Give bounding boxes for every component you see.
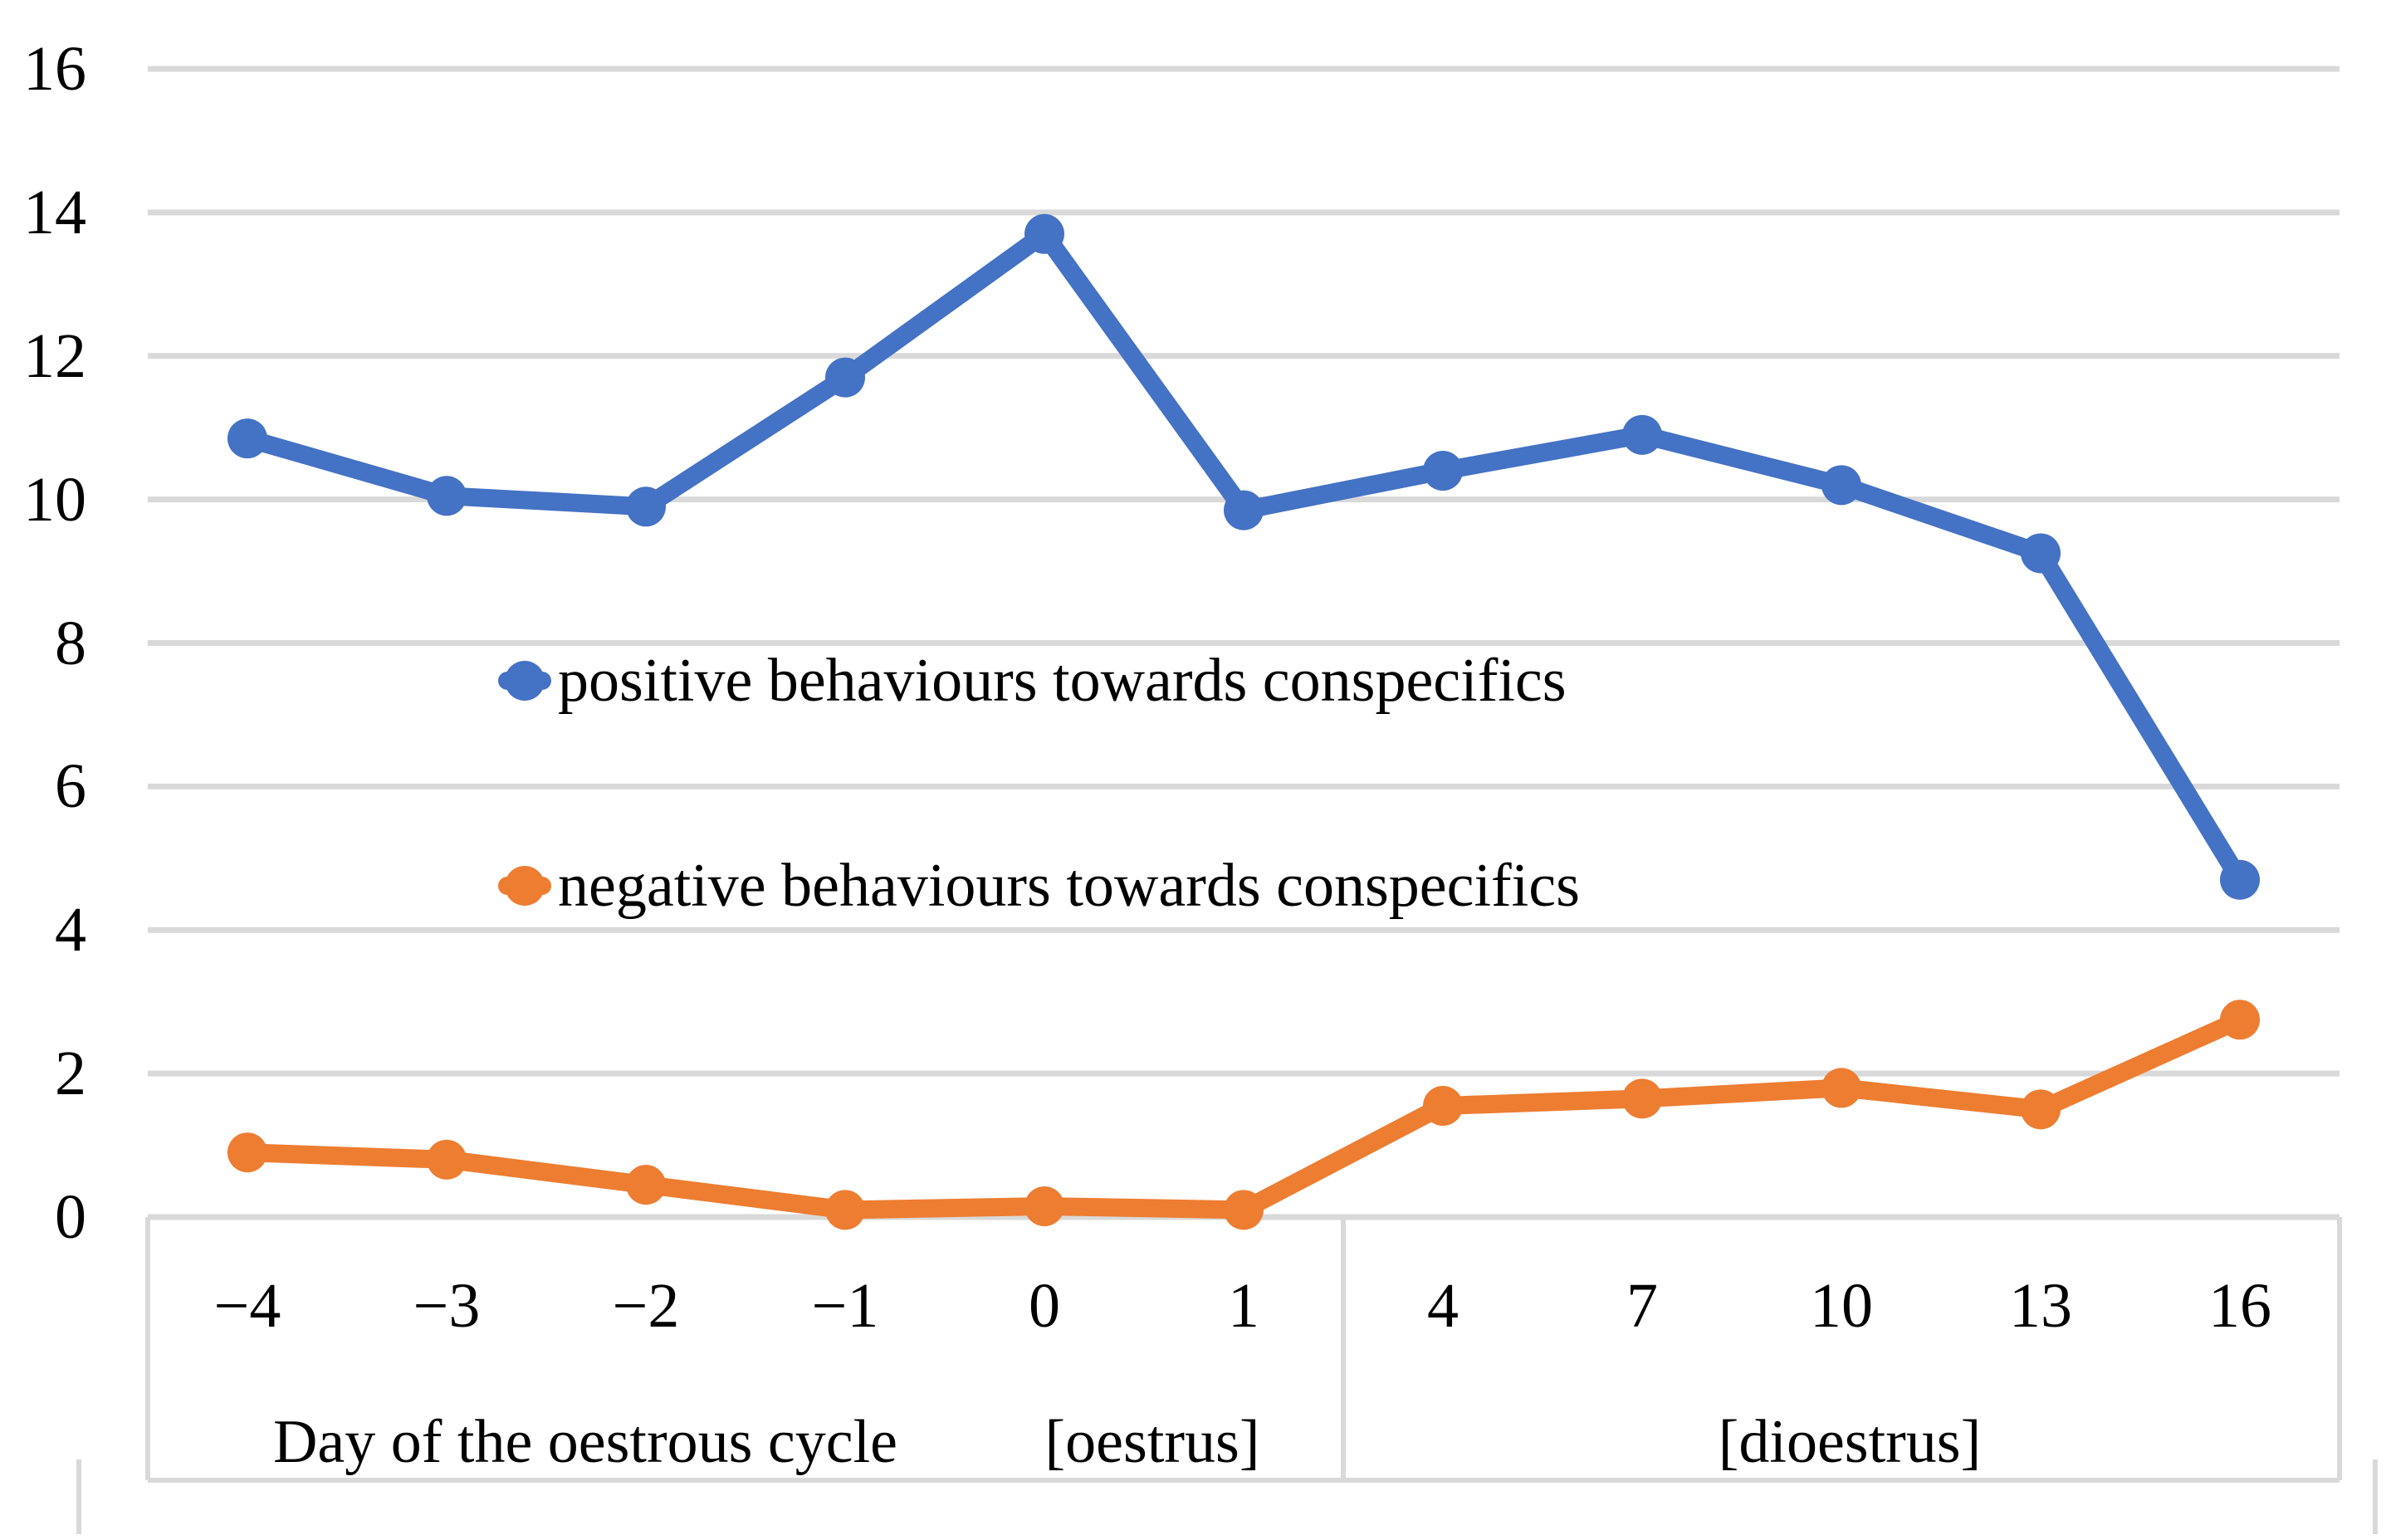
data-point-positive-10 [1821,465,1861,506]
y-tick-label-12: 12 [23,320,86,391]
data-point-negative-−2 [626,1165,666,1205]
legend-label-positive: positive behaviours towards conspecifics [558,647,1567,715]
y-tick-label-4: 4 [55,895,86,966]
x-section-label-oestrus: [oestrus] [1044,1408,1260,1476]
data-point-positive-−2 [626,486,666,527]
data-point-negative-4 [1423,1086,1463,1127]
legend-dot-positive [505,661,545,701]
data-point-negative-1 [1224,1190,1264,1230]
data-point-negative-−4 [227,1132,267,1173]
legend-item-negative: negative behaviours towards conspecifics [498,844,1580,927]
y-tick-label-10: 10 [23,464,86,535]
y-tick-label-2: 2 [55,1039,86,1109]
data-point-positive-13 [2021,533,2061,574]
x-section-label-dioestrus: [dioestrus] [1718,1408,1982,1476]
x-tick-label-1: 1 [1228,1271,1259,1341]
data-point-negative-13 [2021,1089,2061,1130]
legend-label-negative: negative behaviours towards conspecifics [558,852,1580,920]
x-tick-label-13: 13 [2009,1271,2072,1341]
x-tick-label-0: 0 [1029,1271,1060,1341]
data-point-positive-−4 [227,418,267,459]
y-tick-label-16: 16 [23,34,86,104]
data-point-positive-0 [1024,213,1064,254]
legend-marker-negative-icon [498,864,551,907]
x-tick-label-4: 4 [1427,1271,1459,1341]
y-tick-label-8: 8 [55,608,86,678]
data-point-positive-4 [1423,451,1463,491]
data-point-negative-−3 [427,1139,467,1180]
y-tick-label-14: 14 [23,177,86,247]
x-tick-label-−3: −3 [413,1271,481,1341]
data-point-positive-7 [1622,414,1662,455]
x-tick-label-−4: −4 [213,1271,281,1341]
data-point-negative-16 [2220,1000,2260,1040]
y-tick-label-6: 6 [55,751,86,822]
data-point-positive-16 [2220,859,2260,900]
x-tick-label-−2: −2 [612,1271,680,1341]
y-tick-label-0: 0 [55,1182,86,1252]
x-tick-label-10: 10 [1810,1271,1873,1341]
x-tick-label-−1: −1 [811,1271,879,1341]
legend-dot-negative [505,866,545,906]
data-point-negative-−1 [825,1190,865,1230]
data-point-negative-0 [1024,1186,1064,1227]
data-point-negative-10 [1821,1068,1861,1108]
x-tick-label-16: 16 [2208,1271,2271,1341]
series-line-negative [238,1010,2249,1220]
series-line-positive [238,224,2249,889]
legend-item-positive: positive behaviours towards conspecifics [498,639,1567,722]
legend-marker-positive-icon [498,659,551,702]
data-point-negative-7 [1622,1078,1662,1119]
data-point-positive-−3 [427,476,467,516]
data-point-positive-1 [1224,490,1264,530]
x-axis-title: Day of the oestrous cycle [272,1408,898,1476]
x-tick-label-7: 7 [1626,1271,1658,1341]
data-point-positive-−1 [825,357,865,398]
